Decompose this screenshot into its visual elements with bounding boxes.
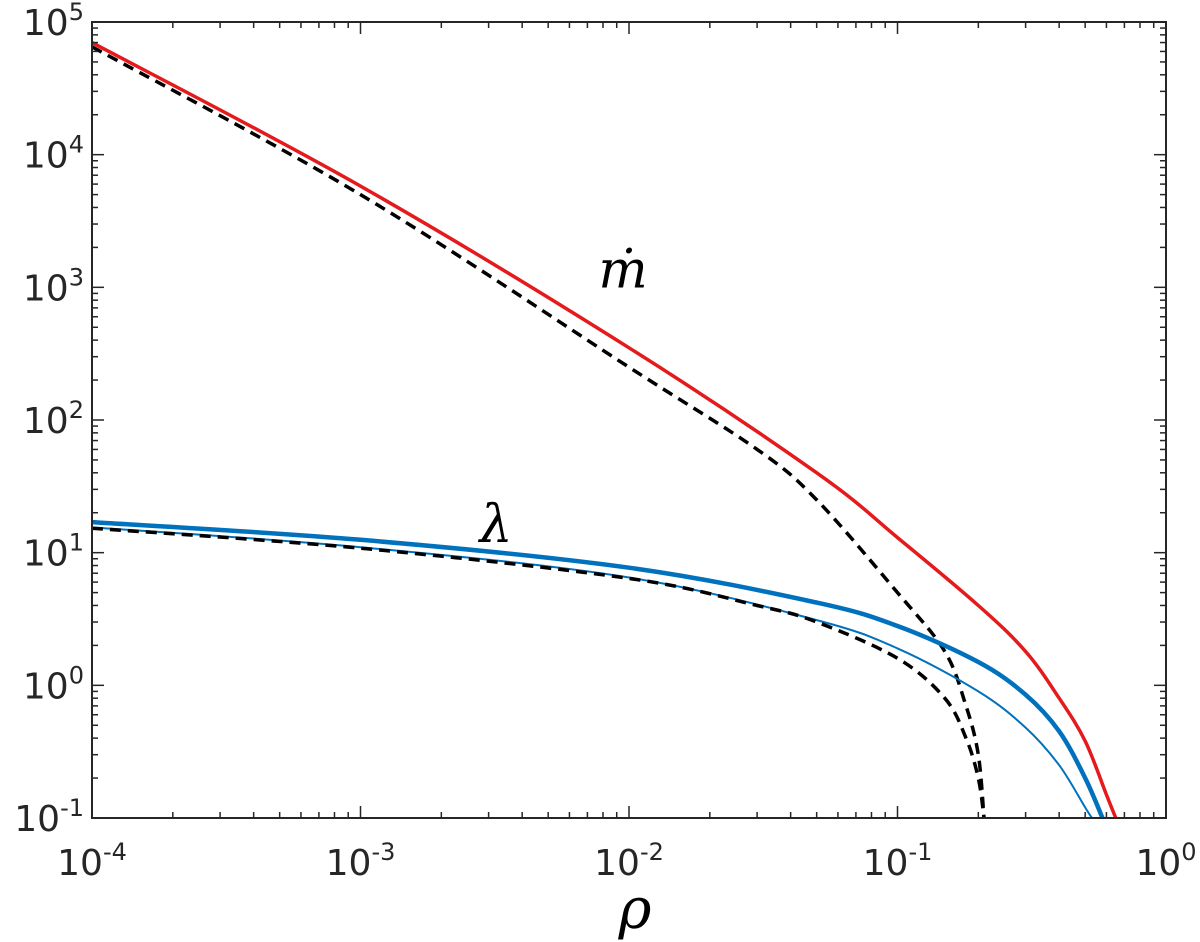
series-layer [91,41,1118,819]
x-tick-label: 10-2 [594,838,664,884]
x-tick-label: 10-3 [326,838,396,884]
y-tick-label: 103 [23,263,84,309]
x-axis-label: ρ [618,877,652,942]
y-tick-label: 100 [23,661,84,707]
series-line-3 [91,526,1093,819]
y-tick-label: 101 [23,529,84,575]
plot-frame [91,21,1167,819]
x-tick-label: 10-4 [57,838,127,884]
series-line-0 [91,41,1118,819]
y-tick-label: 102 [23,396,84,442]
curve-annotation-1: λ [478,495,513,555]
series-line-2 [91,519,1105,819]
y-tick-label: 104 [23,131,84,177]
curve-annotation-0: ṁ [598,240,647,300]
series-line-1 [91,45,986,819]
y-tick-label: 105 [23,0,84,44]
x-tick-label: 100 [1135,838,1196,884]
series-line-4 [91,526,986,819]
ticks-layer [91,21,1167,819]
labels-layer: 10-4 10-3 10-2 10-1 100 10-1 100 101 102 103 104 10… [14,0,1196,884]
x-tick-label: 10-1 [863,838,933,884]
y-tick-label: 10-1 [14,794,84,840]
